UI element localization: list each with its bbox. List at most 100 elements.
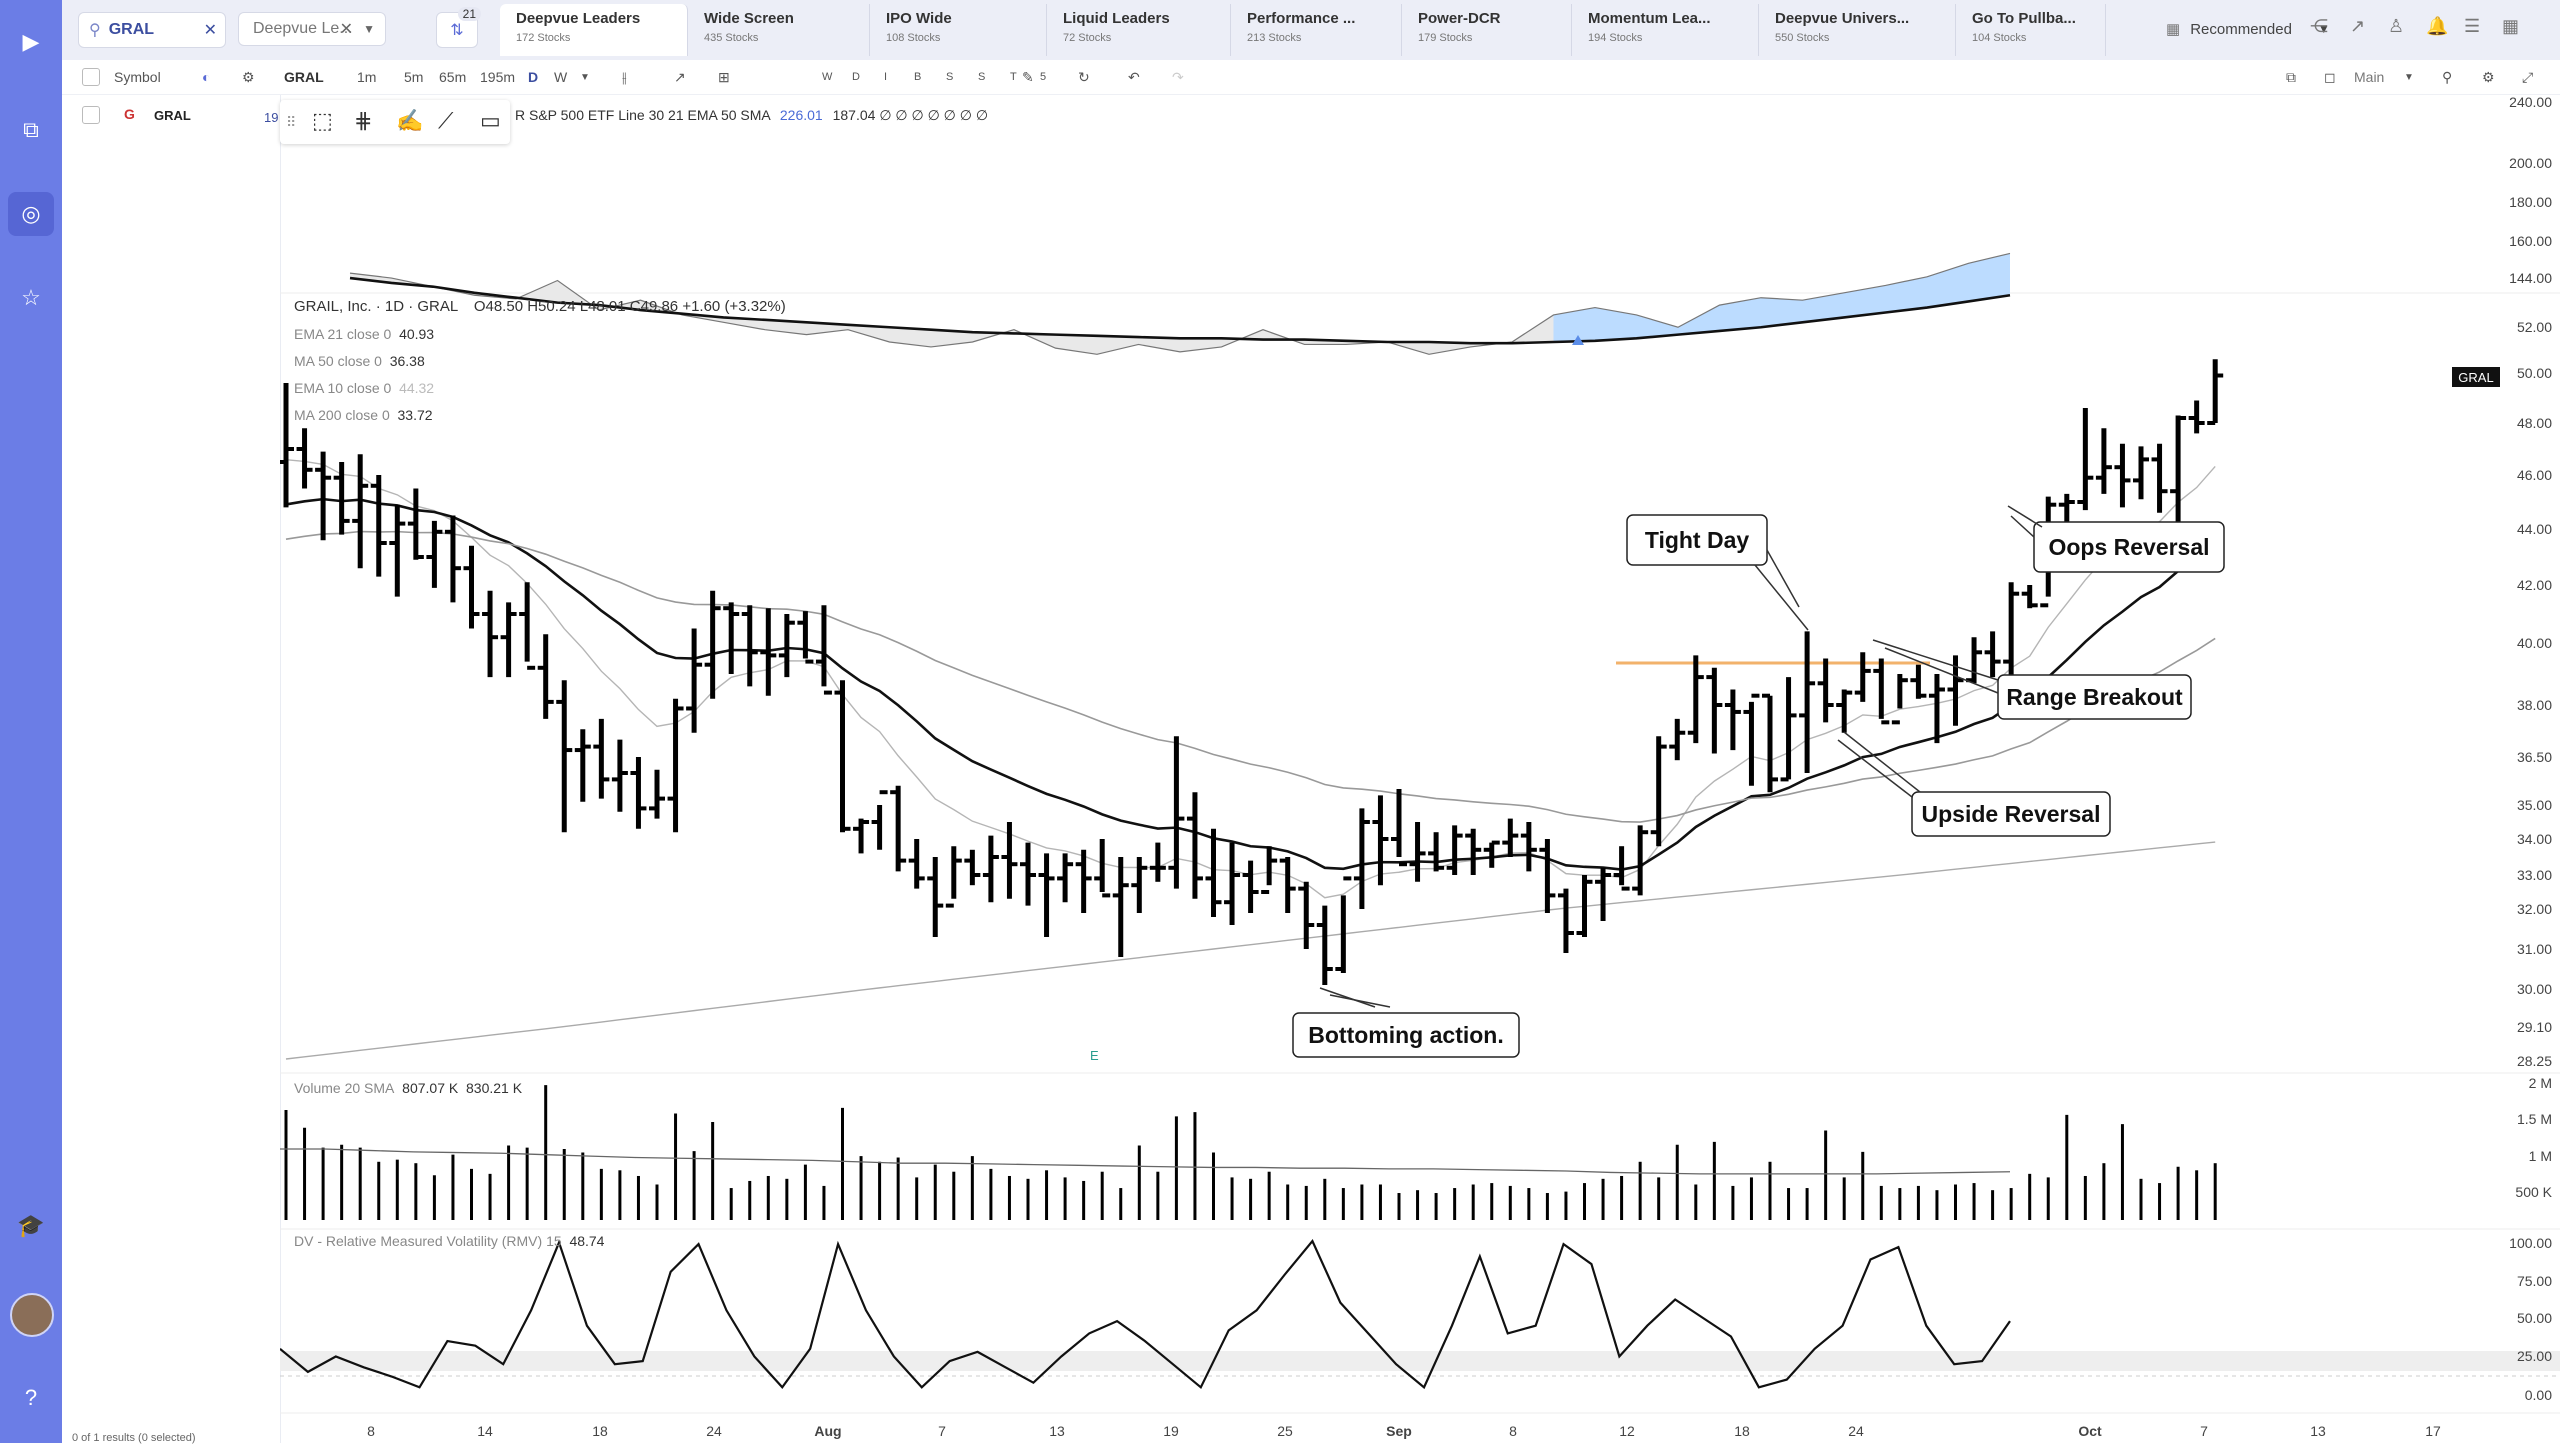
- settings-icon[interactable]: ⚙: [2482, 69, 2495, 85]
- row-checkbox[interactable]: [82, 106, 100, 124]
- refresh-icon[interactable]: ↻: [1078, 69, 1090, 85]
- trendline-tool-icon[interactable]: ⟋: [438, 108, 454, 133]
- interval-65m[interactable]: 65m: [439, 69, 467, 85]
- chevron-down-icon[interactable]: ▼: [363, 22, 375, 36]
- line-chart-icon[interactable]: ↗: [674, 69, 686, 85]
- interval-w[interactable]: W: [554, 69, 568, 85]
- x-axis-label: 13: [2310, 1423, 2326, 1439]
- screen-tab[interactable]: Deepvue Leaders 172 Stocks: [500, 4, 688, 56]
- help-icon[interactable]: ?: [24, 1385, 38, 1410]
- watchlist-row[interactable]: G GRAL 19: [62, 100, 280, 130]
- filter-button[interactable]: ⇅ 21: [436, 7, 481, 48]
- x-axis-label: Aug: [814, 1423, 841, 1439]
- radar-icon[interactable]: ◎: [8, 192, 54, 236]
- bell-icon[interactable]: 🔔: [2426, 16, 2449, 36]
- bar-mode-button[interactable]: I: [884, 71, 888, 83]
- redo-icon[interactable]: ↷: [1172, 69, 1184, 85]
- recommended-dropdown[interactable]: ▦ Recommended ▼: [2166, 12, 2330, 46]
- screen-tab[interactable]: Deepvue Univers... 550 Stocks: [1759, 4, 1956, 56]
- grid-layout-icon[interactable]: ▦: [2502, 16, 2520, 36]
- interval-1m[interactable]: 1m: [357, 69, 377, 85]
- bar-mode-button[interactable]: 5: [1040, 71, 1047, 83]
- bar-mode-button[interactable]: B: [914, 71, 922, 83]
- x-axis-label: 13: [1049, 1423, 1065, 1439]
- layout-icon[interactable]: ⧉: [2286, 69, 2296, 85]
- drag-handle-icon[interactable]: ⠿: [286, 114, 297, 130]
- person-icon[interactable]: ♙: [2388, 16, 2405, 36]
- fib-tool-icon[interactable]: ⋕: [354, 108, 373, 133]
- ema21-label: EMA 21 close 0: [294, 326, 392, 342]
- x-axis-label: 7: [2200, 1423, 2208, 1439]
- tab-count: 72 Stocks: [1063, 32, 1112, 44]
- screen-tab[interactable]: Go To Pullba... 104 Stocks: [1956, 4, 2106, 56]
- watchlist-dropdown[interactable]: Deepvue Le... ✕ ▼: [238, 12, 386, 46]
- interval-195m[interactable]: 195m: [480, 69, 516, 85]
- chevron-down-icon[interactable]: ▼: [2404, 72, 2414, 83]
- ma50-label: MA 50 close 0: [294, 353, 382, 369]
- screen-tab[interactable]: Power-DCR 179 Stocks: [1402, 4, 1572, 56]
- line-chart-icon[interactable]: ↗: [2350, 16, 2366, 36]
- save-icon[interactable]: ◻: [2324, 69, 2336, 85]
- interval-5m[interactable]: 5m: [404, 69, 424, 85]
- zoom-icon[interactable]: ⚲: [2442, 69, 2453, 85]
- volume-axis-label: 1.5 M: [2517, 1111, 2552, 1127]
- oops-reversal-annotation-box: [2033, 521, 2225, 573]
- symbol-column-header: Symbol: [114, 69, 161, 85]
- interval-d[interactable]: D: [528, 69, 539, 85]
- overlay-legend: R S&P 500 ETF Line 30 21 EMA 50 SMA 226.…: [515, 107, 988, 124]
- chart-area[interactable]: 52.00 50.00 48.00 46.00 44.00 42.00 40.00 38.00…: [278, 94, 2560, 1443]
- price-chart[interactable]: 52.00 50.00 48.00 46.00 44.00 42.00 40.00 38.00…: [278, 94, 2560, 1443]
- chevron-down-icon[interactable]: ▼: [580, 72, 590, 83]
- bar-mode-button[interactable]: T: [1010, 71, 1017, 83]
- bar-mode-button[interactable]: D: [852, 71, 860, 83]
- upside-reversal-annotation: Upside Reversal: [1922, 801, 2101, 827]
- tab-count: 172 Stocks: [516, 32, 571, 44]
- screen-tab[interactable]: IPO Wide 108 Stocks: [870, 4, 1047, 56]
- tab-title: Liquid Leaders: [1063, 10, 1170, 27]
- pencil-icon[interactable]: ✎: [1022, 69, 1034, 85]
- x-axis-label: 24: [1848, 1423, 1864, 1439]
- bar-mode-button[interactable]: W: [822, 71, 833, 83]
- star-icon[interactable]: ☆: [21, 285, 41, 310]
- rectangle-tool-icon[interactable]: ⬚: [312, 108, 333, 133]
- ema10-value: 44.32: [399, 380, 435, 396]
- bar-mode-button[interactable]: S: [946, 71, 954, 83]
- x-axis-label: 7: [938, 1423, 946, 1439]
- brush-tool-icon[interactable]: ✍: [396, 108, 424, 133]
- close-icon[interactable]: ✕: [339, 21, 353, 38]
- layout-icon[interactable]: ⧉: [23, 117, 39, 142]
- education-icon[interactable]: 🎓: [17, 1213, 45, 1238]
- screen-tab[interactable]: Wide Screen 435 Stocks: [688, 4, 870, 56]
- rmv-axis-label: 0.00: [2525, 1387, 2552, 1403]
- clear-search-icon[interactable]: ✕: [203, 22, 217, 39]
- fullscreen-icon[interactable]: ⤢: [2522, 69, 2534, 85]
- symbol-search[interactable]: ⚲ GRAL ✕: [78, 12, 226, 48]
- bar-mode-button[interactable]: S: [978, 71, 986, 83]
- list-icon[interactable]: ☰: [2464, 16, 2481, 36]
- comment-tool-icon[interactable]: ▭: [480, 108, 501, 133]
- rmv-axis-label: 75.00: [2517, 1273, 2552, 1289]
- search-input[interactable]: GRAL: [108, 21, 155, 38]
- screen-tab[interactable]: Performance ... 213 Stocks: [1231, 4, 1402, 56]
- tab-title: Momentum Lea...: [1588, 10, 1711, 27]
- layout-grid-icon[interactable]: ⊞: [718, 69, 730, 85]
- ema21-line: [285, 497, 2217, 871]
- screen-tab[interactable]: Liquid Leaders 72 Stocks: [1047, 4, 1231, 56]
- gear-icon[interactable]: ⚙: [242, 69, 255, 85]
- ticker-label[interactable]: GRAL: [284, 69, 324, 85]
- logo-play-icon[interactable]: ▶: [22, 29, 40, 54]
- avatar[interactable]: [10, 1293, 54, 1337]
- price-axis-label: 32.00: [2517, 901, 2552, 917]
- price-axis-label: 52.00: [2517, 319, 2552, 335]
- screen-tab[interactable]: Momentum Lea... 194 Stocks: [1572, 4, 1759, 56]
- overlay-positive-fill: [1553, 253, 2010, 342]
- overlay-rs-line: [349, 252, 2011, 355]
- toggle-icon[interactable]: ◐: [202, 69, 211, 85]
- share-icon[interactable]: ⋲: [2310, 16, 2328, 36]
- overlay-axis-label: 240.00: [2509, 95, 2552, 110]
- layout-name[interactable]: Main: [2354, 69, 2385, 85]
- undo-icon[interactable]: ↶: [1128, 69, 1140, 85]
- indicators-icon[interactable]: ⫲: [622, 69, 627, 85]
- select-all-checkbox[interactable]: [82, 68, 100, 86]
- x-axis-label: 8: [367, 1423, 375, 1439]
